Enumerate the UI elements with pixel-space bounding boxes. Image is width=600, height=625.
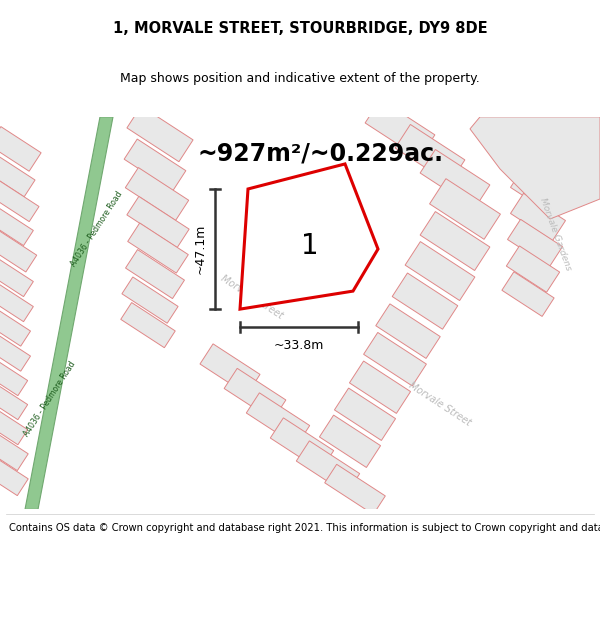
Text: A4036 - Pedmore Road: A4036 - Pedmore Road [70,190,125,268]
Polygon shape [127,196,189,248]
Polygon shape [122,277,178,323]
Polygon shape [271,418,334,471]
Text: ~47.1m: ~47.1m [194,224,207,274]
Polygon shape [506,246,560,292]
Polygon shape [392,273,458,329]
Text: Morvale Gardens: Morvale Gardens [538,196,572,272]
Polygon shape [247,393,310,446]
Polygon shape [502,114,559,163]
Polygon shape [395,124,465,183]
Polygon shape [0,333,31,371]
Text: Morvale Street: Morvale Street [219,273,285,321]
Polygon shape [365,99,435,158]
Polygon shape [128,223,188,273]
Text: Morvale Street: Morvale Street [407,381,473,428]
Polygon shape [25,117,113,509]
Polygon shape [124,139,186,191]
Polygon shape [0,157,35,197]
Polygon shape [0,230,37,272]
Polygon shape [0,432,28,471]
Polygon shape [0,206,34,246]
Polygon shape [420,211,490,271]
Polygon shape [0,457,28,496]
Polygon shape [405,242,475,301]
Polygon shape [364,332,427,386]
Polygon shape [0,382,28,420]
Polygon shape [0,359,28,396]
Text: ~33.8m: ~33.8m [274,339,324,352]
Text: 1: 1 [301,232,319,260]
Polygon shape [319,415,380,468]
Polygon shape [0,408,28,445]
Polygon shape [121,302,175,348]
Polygon shape [127,106,193,162]
Text: ~927m²/~0.229ac.: ~927m²/~0.229ac. [197,142,443,166]
Text: 1, MORVALE STREET, STOURBRIDGE, DY9 8DE: 1, MORVALE STREET, STOURBRIDGE, DY9 8DE [113,21,487,36]
Polygon shape [0,258,34,297]
Polygon shape [200,344,260,394]
Polygon shape [0,308,31,346]
Polygon shape [296,441,359,494]
Polygon shape [0,282,34,322]
Polygon shape [511,168,566,214]
Polygon shape [349,361,410,413]
Polygon shape [430,179,500,239]
Polygon shape [506,139,563,188]
Polygon shape [511,193,566,241]
Polygon shape [0,181,39,222]
Polygon shape [0,127,41,171]
Text: Contains OS data © Crown copyright and database right 2021. This information is : Contains OS data © Crown copyright and d… [9,523,600,533]
Text: Map shows position and indicative extent of the property.: Map shows position and indicative extent… [120,72,480,86]
Polygon shape [502,272,554,316]
Polygon shape [125,249,184,299]
Text: A4036 - Pedmore Road: A4036 - Pedmore Road [22,360,77,438]
Polygon shape [125,168,188,221]
Polygon shape [334,388,395,441]
Polygon shape [325,464,385,514]
Polygon shape [240,164,378,309]
Polygon shape [470,117,600,219]
Polygon shape [420,149,490,208]
Polygon shape [224,368,286,420]
Polygon shape [508,219,563,267]
Polygon shape [376,304,440,358]
